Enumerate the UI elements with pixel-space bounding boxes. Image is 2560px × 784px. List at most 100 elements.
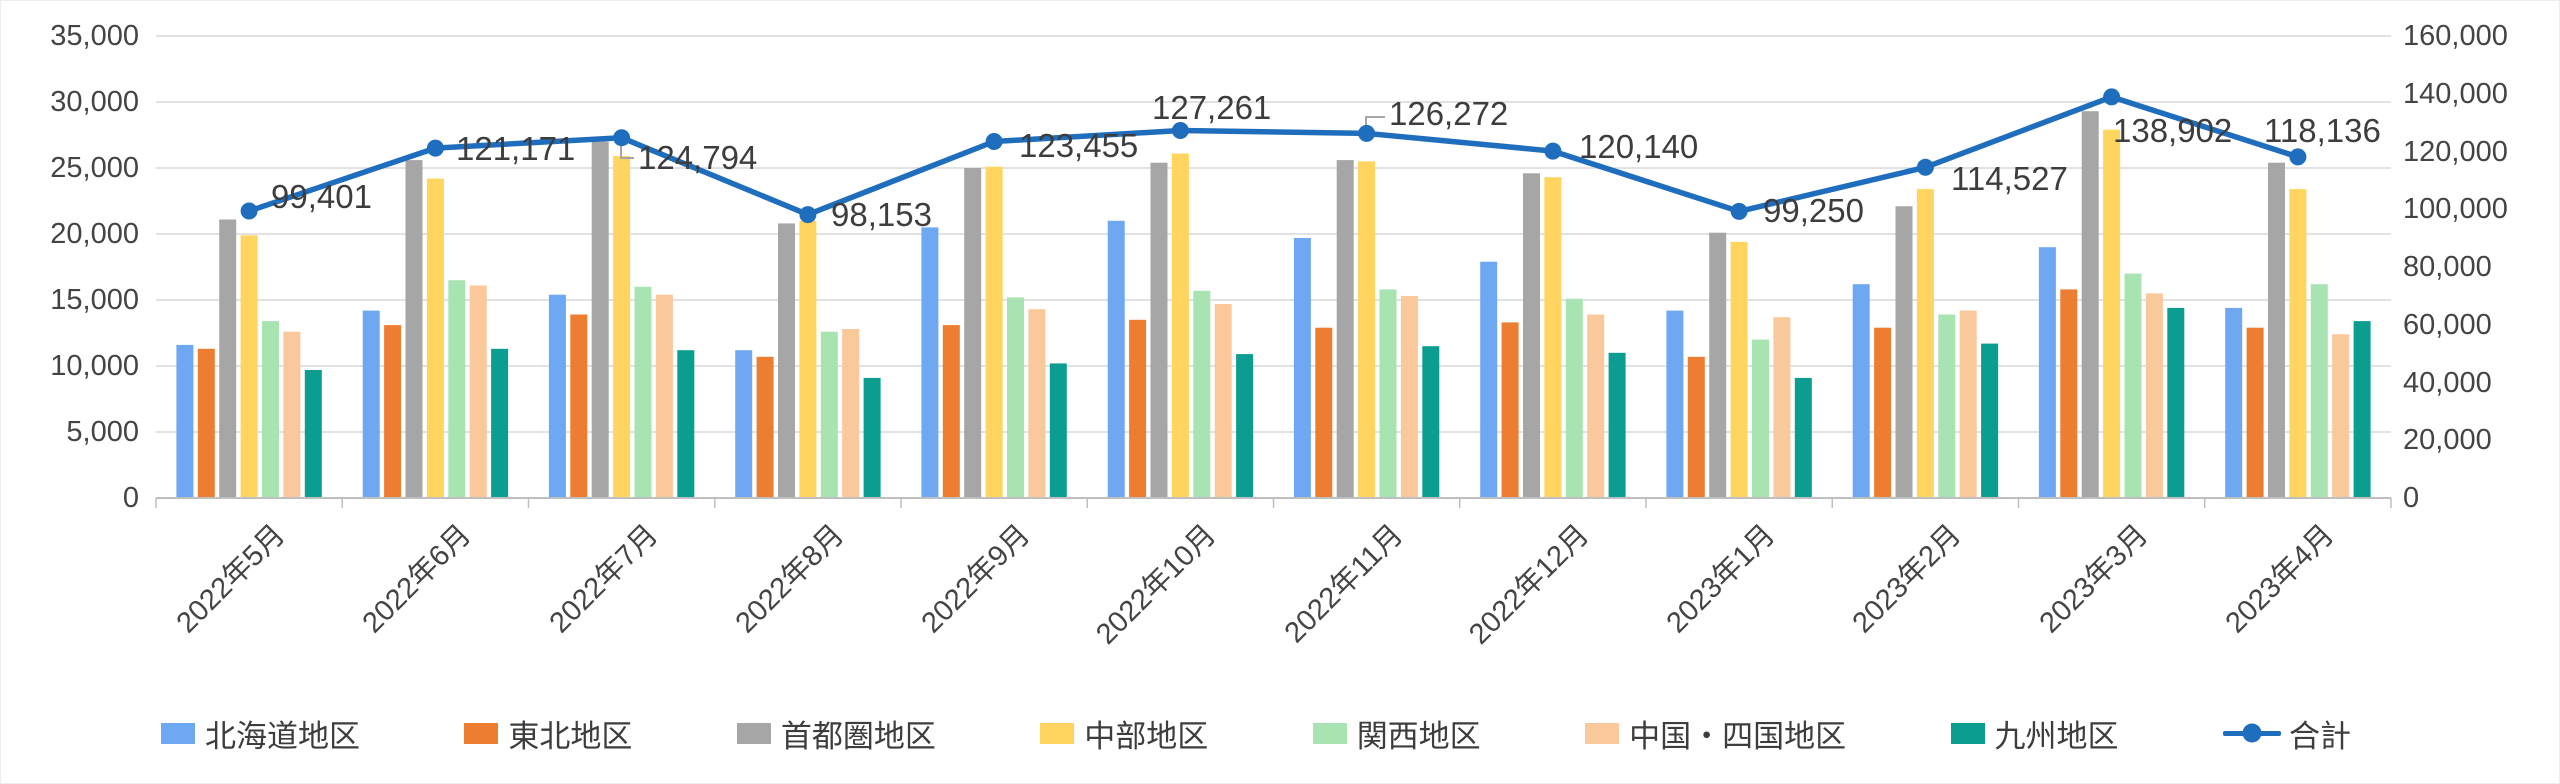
label-leader-line [620, 141, 634, 159]
bar [2060, 289, 2078, 498]
legend-label: 合計 [2288, 718, 2351, 754]
legend-label: 東北地区 [508, 718, 633, 754]
bar [1150, 162, 1168, 498]
bar [2353, 321, 2371, 498]
legend-label: 北海道地区 [205, 718, 360, 754]
bar [591, 141, 609, 498]
legend-swatch-icon [736, 722, 771, 744]
bar [778, 223, 795, 498]
total-line [246, 94, 2301, 218]
legend-item-kansai: 関西地区 [1312, 711, 1481, 756]
bar [799, 220, 817, 499]
bar [2289, 189, 2307, 498]
y-tick-left: 0 [122, 482, 139, 514]
bar [469, 285, 487, 498]
bar [1687, 356, 1705, 498]
bar [219, 219, 237, 498]
bar [1400, 296, 1418, 498]
legend-label: 関西地区 [1356, 718, 1481, 754]
bar [942, 325, 960, 498]
bar [1752, 339, 1769, 498]
bar [1358, 161, 1376, 498]
bar [240, 235, 258, 499]
total-data-label: 120,140 [1579, 128, 1699, 165]
bar [820, 331, 838, 498]
total-data-label: 118,136 [2264, 112, 2381, 149]
total-data-label: 114,527 [1951, 160, 2068, 197]
legend-swatch-icon [1585, 722, 1620, 744]
total-marker [1730, 202, 1748, 220]
bar [426, 178, 444, 498]
bar [304, 370, 322, 498]
bar [2038, 247, 2056, 498]
bar [1501, 322, 1519, 498]
bar [2246, 327, 2264, 498]
bar [1608, 352, 1626, 498]
bar [491, 348, 509, 498]
total-data-label: 99,250 [1763, 192, 1864, 229]
total-marker [985, 133, 1003, 150]
bar [2225, 307, 2243, 498]
bar [677, 350, 695, 498]
y-tick-right: 20,000 [2403, 424, 2492, 457]
bar [1480, 261, 1498, 498]
total-data-label: 121,171 [456, 130, 576, 167]
bar [1709, 232, 1727, 498]
bar [1874, 327, 1892, 498]
bar [735, 350, 753, 498]
legend-label: 首都圏地区 [780, 718, 936, 754]
y-tick-left: 30,000 [50, 86, 139, 118]
legend-label: 中国・四国地区 [1629, 718, 1847, 754]
bar [1171, 153, 1189, 498]
bar [1959, 310, 1977, 498]
bar [176, 344, 194, 498]
bar [1666, 310, 1684, 498]
y-tick-right: 140,000 [2403, 77, 2508, 110]
bar [1523, 173, 1540, 499]
bar [1565, 298, 1583, 498]
legend-item-chugoku-shikoku: 中国・四国地区 [1585, 711, 1846, 756]
bar [863, 377, 881, 498]
bar [1938, 314, 1956, 498]
y-tick-right: 40,000 [2403, 366, 2492, 399]
bar [1293, 238, 1311, 498]
total-data-label: 123,455 [1019, 127, 1139, 164]
total-marker [1358, 124, 1376, 142]
bar [985, 166, 1003, 498]
legend-line-marker-icon [2222, 723, 2281, 743]
legend: 北海道地区 東北地区 首都圏地区 中部地区 関西地区 中国・四国地区 九州地区 [161, 709, 2351, 757]
legend-label: 九州地区 [1994, 718, 2119, 754]
bar [1773, 317, 1791, 498]
bar [1895, 206, 1913, 499]
legend-item-shutoken: 首都圏地区 [736, 711, 936, 756]
bar [2332, 334, 2350, 498]
total-data-label: 124,794 [638, 139, 758, 176]
bar [1028, 309, 1046, 498]
y-tick-right: 120,000 [2403, 135, 2508, 168]
y-tick-left: 20,000 [50, 218, 139, 250]
bar [362, 310, 380, 498]
total-marker [426, 139, 444, 157]
y-tick-right: 80,000 [2403, 251, 2492, 283]
y-tick-right: 0 [2403, 482, 2420, 514]
bar [548, 294, 566, 498]
bar [2310, 284, 2328, 498]
bar [2124, 273, 2142, 498]
total-data-label: 98,153 [831, 196, 932, 233]
y-tick-left: 10,000 [50, 350, 139, 382]
y-tick-right: 60,000 [2403, 308, 2492, 341]
legend-swatch-icon [1950, 722, 1985, 744]
legend-item-tohoku: 東北地区 [464, 711, 632, 756]
bar [1007, 297, 1024, 498]
total-marker [240, 202, 258, 220]
total-marker [1171, 122, 1189, 139]
y-tick-left: 5,000 [66, 416, 139, 448]
bar [1916, 189, 1934, 498]
bar [1107, 220, 1125, 499]
bar [197, 348, 215, 498]
bar [2167, 307, 2185, 498]
bar [2268, 162, 2285, 498]
bar [1129, 319, 1147, 498]
legend-item-hokkaido: 北海道地区 [161, 711, 360, 756]
